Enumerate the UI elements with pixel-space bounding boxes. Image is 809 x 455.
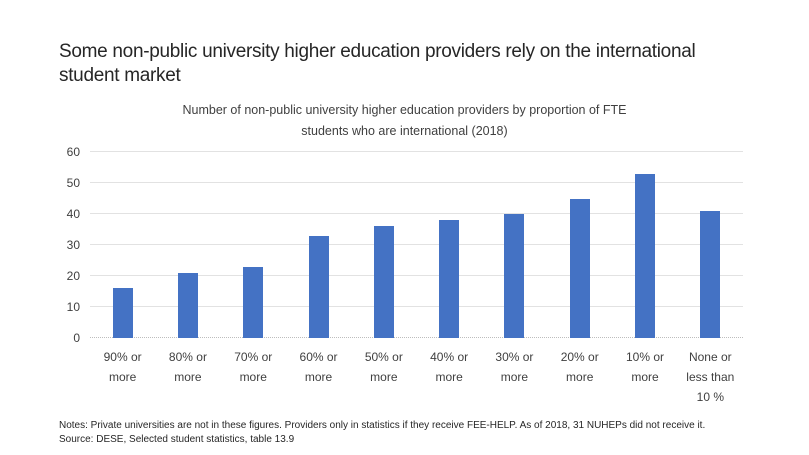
x-axis-category-label: 20% or more <box>560 350 599 384</box>
bar-20% or more <box>569 198 590 338</box>
plot-area <box>90 151 743 338</box>
bar-slot <box>286 152 351 338</box>
page-title-line2: student market <box>59 65 181 86</box>
bar-slot <box>547 152 612 338</box>
bar-slot <box>678 152 743 338</box>
x-axis-category-label: 70% or more <box>234 350 273 384</box>
chart-subtitle-line2: students who are international (2018) <box>301 124 508 138</box>
bar-90% or more <box>112 288 133 338</box>
bar-60% or more <box>308 235 329 338</box>
x-axis-category-label: 90% or more <box>103 350 142 384</box>
bar-slot <box>351 152 416 338</box>
y-axis-tick-label: 0 <box>73 331 80 345</box>
bar-80% or more <box>177 272 198 338</box>
bar-slot <box>612 152 677 338</box>
y-axis-tick-label: 50 <box>66 176 80 190</box>
bar-50% or more <box>373 226 394 338</box>
footnotes: Notes: Private universities are not in t… <box>59 419 801 447</box>
bar-10% or more <box>635 173 656 338</box>
y-axis-tick-label: 30 <box>66 238 80 252</box>
notes-text: Notes: Private universities are not in t… <box>59 420 706 431</box>
y-axis: 0 10 20 30 40 50 60 <box>36 145 80 345</box>
source-text: Source: DESE, Selected student statistic… <box>59 434 295 445</box>
y-axis-tick-label: 20 <box>66 269 80 284</box>
bar-series <box>90 152 743 338</box>
x-axis: 90% or more 80% or more 70% or more 60% or … <box>90 347 743 407</box>
gridline <box>90 182 743 183</box>
x-axis-baseline <box>90 337 743 338</box>
bar-70% or more <box>243 266 264 338</box>
bar-40% or more <box>439 220 460 338</box>
page-title-line1: Some non-public university higher educat… <box>59 41 696 62</box>
chart-subtitle-line1: Number of non-public university higher e… <box>182 103 627 117</box>
bar-slot <box>482 152 547 338</box>
x-axis-category-label: 30% or more <box>495 350 534 384</box>
bar-30% or more <box>504 214 525 338</box>
bar-slot <box>155 152 220 338</box>
gridline <box>90 306 743 307</box>
bar-slot <box>221 152 286 338</box>
x-axis-category-label: 10% or more <box>626 350 665 384</box>
x-axis-category-label: 50% or more <box>364 350 403 384</box>
bar-slot <box>416 152 481 338</box>
y-axis-tick-label: 40 <box>66 207 80 222</box>
gridline <box>90 213 743 214</box>
y-axis-tick-label: 10 <box>66 300 80 315</box>
chart-subtitle: Number of non-public university higher e… <box>0 100 809 142</box>
x-axis-category-label: 80% or more <box>168 350 207 384</box>
bar-slot <box>90 152 155 338</box>
gridline <box>90 275 743 276</box>
gridline <box>90 151 743 152</box>
bar-None or less than 10 % <box>700 210 721 338</box>
page-title: Some non-public university higher educat… <box>59 40 696 88</box>
x-axis-category-label: 40% or more <box>430 350 469 384</box>
x-axis-category-label: None or less than 10 % <box>686 350 735 404</box>
y-axis-tick-label: 60 <box>66 145 80 159</box>
x-axis-category-label: 60% or more <box>299 350 338 384</box>
gridline <box>90 244 743 245</box>
